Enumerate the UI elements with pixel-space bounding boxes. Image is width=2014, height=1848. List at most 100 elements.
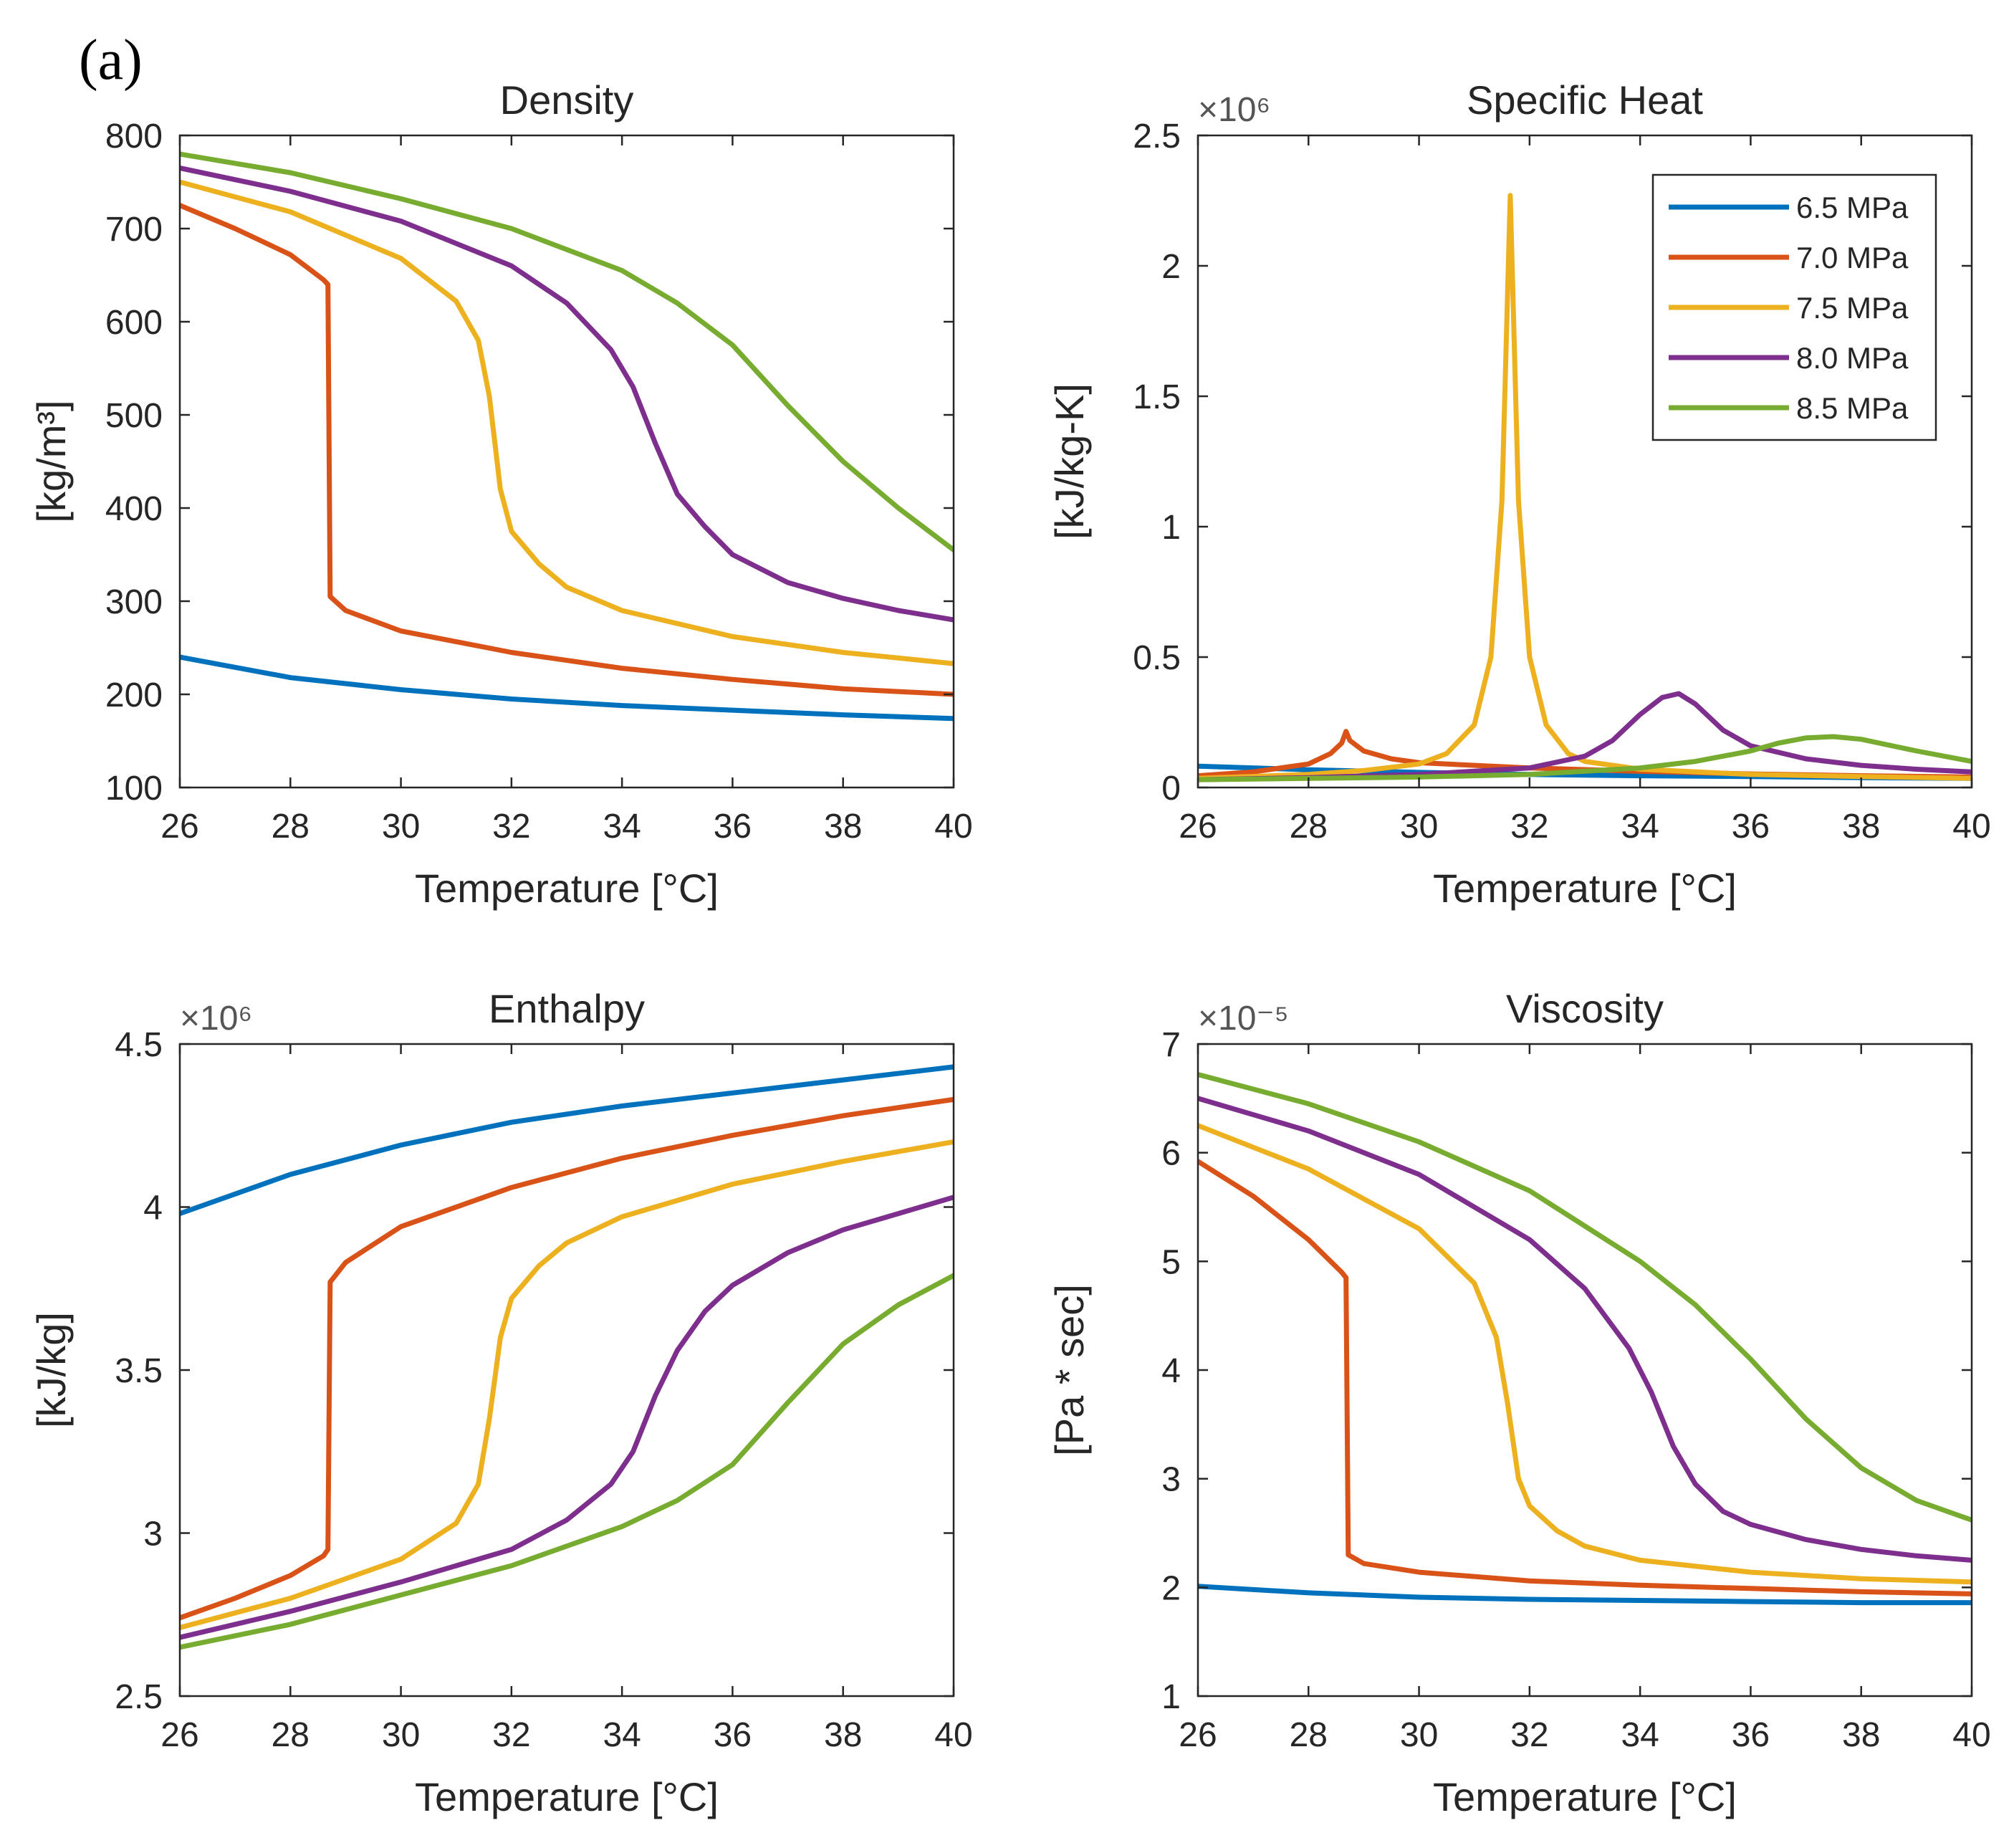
y-tick-label: 1 — [1161, 509, 1181, 547]
x-axis-label: Temperature [°C] — [415, 1774, 719, 1819]
x-tick-label: 26 — [1179, 808, 1217, 846]
x-tick-label: 34 — [1621, 808, 1659, 846]
x-tick-label: 30 — [1400, 808, 1438, 846]
y-tick-label: 4 — [143, 1189, 163, 1227]
charts-group: 26 28 30 32 34 36 38 40100200300400500600700800… — [29, 77, 1991, 1819]
y-tick-label: 0 — [1161, 770, 1181, 808]
y-tick-label: 500 — [105, 397, 163, 435]
x-tick-label: 34 — [603, 808, 641, 846]
y-tick-label: 3.5 — [115, 1352, 163, 1390]
x-tick-label: 36 — [1732, 1716, 1770, 1754]
series-line-7-5-mpa — [1198, 193, 1972, 781]
y-tick-label: 3 — [143, 1516, 163, 1553]
y-tick-label: 2.5 — [1133, 118, 1181, 155]
x-tick-label: 40 — [934, 808, 972, 846]
y-axis-label: [kJ/kg-K] — [1047, 383, 1092, 540]
x-tick-label: 30 — [1400, 1716, 1438, 1754]
x-tick-label: 38 — [1842, 1716, 1880, 1754]
x-tick-label: 28 — [272, 1716, 310, 1754]
x-axis-label: Temperature [°C] — [1433, 866, 1737, 911]
x-tick-label: 36 — [1732, 808, 1770, 846]
x-tick-label: 32 — [492, 1716, 530, 1754]
y-tick-label: 4 — [1161, 1352, 1181, 1390]
x-axis-label: Temperature [°C] — [1433, 1774, 1737, 1819]
x-tick-label: 36 — [714, 1716, 752, 1754]
y-tick-label: 2 — [1161, 248, 1181, 286]
y-tick-label: 700 — [105, 211, 163, 249]
y-tick-label: 2.5 — [115, 1678, 163, 1716]
axis-exponent-label: ×10⁻⁵ — [1198, 1000, 1289, 1038]
axis-exponent-label: ×10⁶ — [1198, 91, 1270, 129]
y-tick-label: 800 — [105, 118, 163, 155]
y-tick-label: 4.5 — [115, 1026, 163, 1064]
x-tick-label: 38 — [824, 1716, 862, 1754]
series-line-8-5-mpa — [1198, 734, 1972, 782]
y-tick-label: 300 — [105, 583, 163, 621]
x-tick-label: 38 — [824, 808, 862, 846]
x-tick-label: 32 — [1510, 808, 1548, 846]
chart-title: Specific Heat — [1467, 77, 1703, 123]
x-tick-label: 32 — [1510, 1716, 1548, 1754]
axis-exponent-label: ×10⁶ — [180, 1000, 252, 1038]
y-tick-label: 0.5 — [1133, 639, 1181, 677]
series-line-8-5-mpa — [1198, 1072, 1972, 1523]
x-tick-label: 26 — [1179, 1716, 1217, 1754]
chart-title: Enthalpy — [489, 986, 645, 1031]
legend-entry: 8.0 MPa — [1796, 341, 1909, 375]
series-line-7-5-mpa — [180, 179, 954, 666]
y-tick-label: 100 — [105, 770, 163, 808]
x-tick-label: 40 — [1952, 808, 1990, 846]
legend-entry: 7.0 MPa — [1796, 241, 1909, 274]
legend-entry: 8.5 MPa — [1796, 391, 1909, 425]
y-axis-label: [Pa * sec] — [1047, 1284, 1092, 1456]
y-axis-label: [kJ/kg] — [29, 1312, 74, 1428]
y-axis-label: [kg/m³] — [29, 400, 74, 522]
plot-area — [1198, 1044, 1972, 1696]
y-tick-label: 3 — [1161, 1461, 1181, 1499]
series-line-8-0-mpa — [1198, 1096, 1972, 1563]
legend-entry: 7.5 MPa — [1796, 291, 1909, 325]
y-tick-label: 6 — [1161, 1135, 1181, 1173]
series-line-8-0-mpa — [180, 1195, 954, 1640]
series-line-6-5-mpa — [180, 654, 954, 722]
y-tick-label: 1.5 — [1133, 378, 1181, 416]
x-tick-label: 40 — [934, 1716, 972, 1754]
series-line-7-0-mpa — [180, 1096, 954, 1621]
series-line-8-5-mpa — [180, 1273, 954, 1650]
series-line-7-0-mpa — [1198, 1159, 1972, 1596]
x-tick-label: 30 — [382, 1716, 420, 1754]
x-tick-label: 26 — [160, 1716, 198, 1754]
y-tick-label: 1 — [1161, 1678, 1181, 1716]
x-tick-label: 36 — [714, 808, 752, 846]
x-tick-label: 26 — [160, 808, 198, 846]
chart-density: 26 28 30 32 34 36 38 40 100 200 300 400 500 600 700 800… — [29, 77, 973, 911]
series-line-8-5-mpa — [180, 151, 954, 552]
chart-enthalpy: 26 28 30 32 34 36 38 40 2.5 3 3.5 4 4.5 ×10⁶ Enthalpy T… — [29, 986, 973, 1819]
series-line-7-0-mpa — [180, 203, 954, 697]
axes-box — [178, 134, 955, 789]
series-line-7-5-mpa — [180, 1139, 954, 1630]
series-lines — [1198, 1072, 1972, 1606]
y-tick-label: 200 — [105, 676, 163, 714]
y-tick-label: 400 — [105, 490, 163, 528]
y-tick-label: 7 — [1161, 1026, 1181, 1064]
x-tick-label: 28 — [272, 808, 310, 846]
chart-title: Viscosity — [1506, 986, 1664, 1031]
x-tick-label: 34 — [603, 1716, 641, 1754]
series-lines — [180, 1064, 954, 1650]
series-line-8-0-mpa — [180, 166, 954, 623]
legend-entry: 6.5 MPa — [1796, 191, 1909, 224]
y-tick-label: 5 — [1161, 1243, 1181, 1281]
x-tick-label: 40 — [1952, 1716, 1990, 1754]
series-line-8-0-mpa — [1198, 691, 1972, 782]
plot-area — [180, 1044, 954, 1696]
y-tick-label: 600 — [105, 304, 163, 342]
series-lines — [1198, 193, 1972, 782]
x-tick-label: 28 — [1290, 808, 1328, 846]
chart-specific_heat: 26 28 30 32 34 36 38 40 0 0.5 1 1.5 2 2.5 ×10⁶ Specific… — [1047, 77, 1991, 911]
legend: 6.5 MPa 7.0 MPa 7.5 MPa 8.0 MPa 8.5 MPa — [1651, 173, 1937, 441]
x-tick-label: 28 — [1290, 1716, 1328, 1754]
x-tick-label: 30 — [382, 808, 420, 846]
